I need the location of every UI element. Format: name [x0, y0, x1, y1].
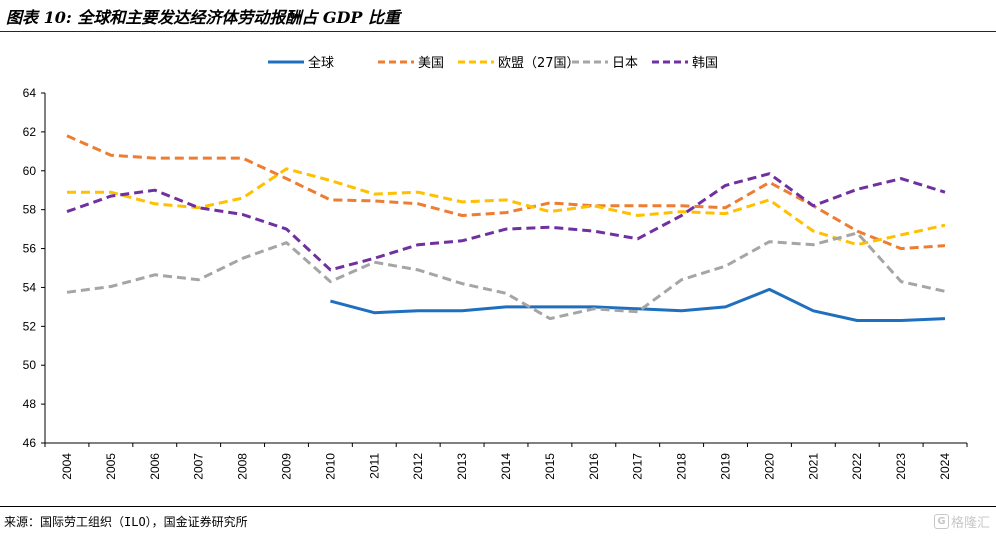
x-tick-label: 2009: [279, 453, 293, 480]
series-line-4: [66, 172, 946, 272]
x-tick-label: 2011: [367, 453, 381, 479]
x-tick-label: 2008: [236, 453, 250, 480]
series-lines: [66, 134, 946, 322]
x-tick-label: 2015: [543, 453, 557, 480]
x-tick-label: 2007: [192, 453, 206, 480]
y-tick-label: 64: [23, 86, 37, 100]
y-tick-label: 52: [23, 319, 37, 333]
x-tick-label: 2013: [455, 453, 469, 480]
series-line-2: [67, 167, 946, 247]
series-line-3: [66, 231, 946, 321]
x-tick-label: 2016: [587, 453, 601, 480]
line-chart: 全球 美国 欧盟（27国） 日本 韩国 46 48 50 52 54 56 58 60 62 64 2004…: [23, 55, 968, 480]
y-tick-label: 48: [23, 397, 37, 411]
legend-label-2: 欧盟（27国）: [498, 56, 580, 71]
y-tick-label: 54: [23, 280, 37, 294]
y-tick-label: 50: [23, 358, 37, 372]
watermark-text: 格隆汇: [950, 516, 990, 531]
axes: 46 48 50 52 54 56 58 60 62 64 2004 2005 2006 2007 2008…: [23, 86, 968, 480]
x-tick-label: 2010: [323, 453, 337, 480]
y-tick-label: 56: [23, 242, 37, 256]
y-tick-label: 62: [23, 125, 37, 139]
x-tick-label: 2018: [675, 453, 689, 480]
x-tick-label: 2020: [762, 453, 776, 480]
footer-rule: [0, 506, 996, 507]
legend: 全球 美国 欧盟（27国） 日本 韩国: [268, 55, 718, 71]
x-tick-label: 2023: [894, 453, 908, 480]
source-note: 来源：国际劳工组织（ILO），国金证券研究所: [4, 515, 248, 529]
y-tick-label: 46: [23, 436, 37, 450]
legend-label-1: 美国: [418, 56, 444, 71]
chart-title: 图表 10: 全球和主要发达经济体劳动报酬占 GDP 比重: [6, 8, 401, 27]
x-tick-label: 2022: [850, 453, 864, 480]
legend-label-0: 全球: [308, 55, 334, 71]
x-tick-label: 2017: [631, 453, 645, 480]
x-tick-label: 2019: [719, 453, 733, 480]
y-tick-label: 58: [23, 203, 37, 217]
watermark: G 格隆汇: [933, 512, 990, 531]
title-rule: [0, 31, 996, 32]
x-tick-label: 2021: [806, 453, 820, 480]
watermark-logo-icon: G: [933, 514, 949, 529]
x-tick-label: 2006: [148, 453, 162, 480]
x-tick-label: 2014: [499, 453, 513, 480]
x-tick-label: 2005: [104, 453, 118, 480]
x-tick-label: 2004: [60, 453, 74, 480]
legend-label-4: 韩国: [692, 56, 718, 71]
series-line-1: [66, 134, 946, 251]
legend-label-3: 日本: [612, 56, 638, 71]
series-line-0: [330, 287, 946, 322]
y-tick-label: 60: [23, 164, 37, 178]
x-tick-label: 2012: [411, 453, 425, 480]
x-tick-label: 2024: [938, 453, 952, 480]
